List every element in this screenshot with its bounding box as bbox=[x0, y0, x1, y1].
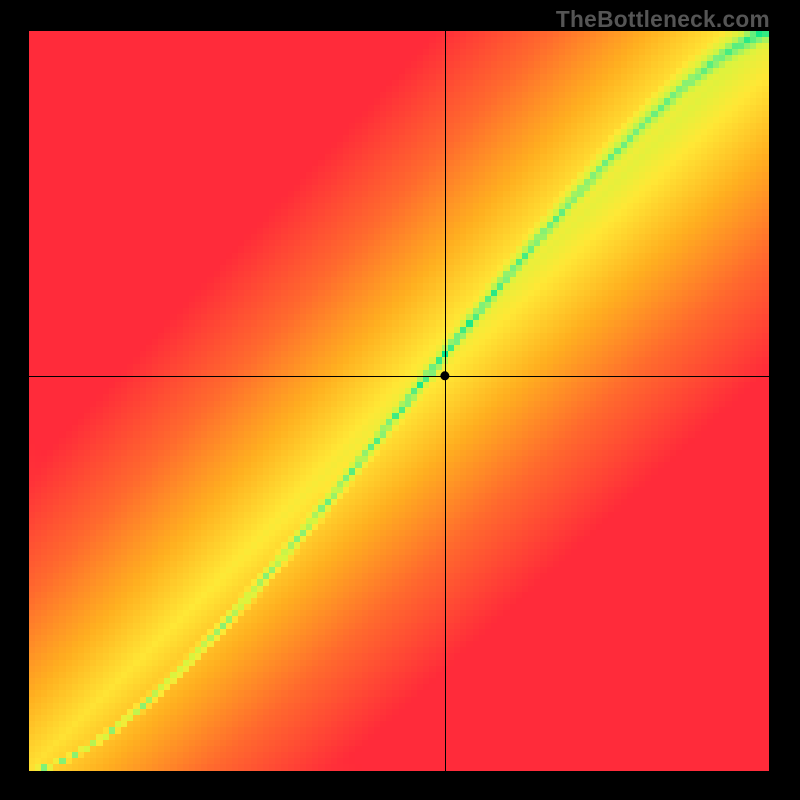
bottleneck-heatmap bbox=[29, 31, 769, 771]
watermark-text: TheBottleneck.com bbox=[556, 6, 770, 33]
chart-container: TheBottleneck.com bbox=[0, 0, 800, 800]
